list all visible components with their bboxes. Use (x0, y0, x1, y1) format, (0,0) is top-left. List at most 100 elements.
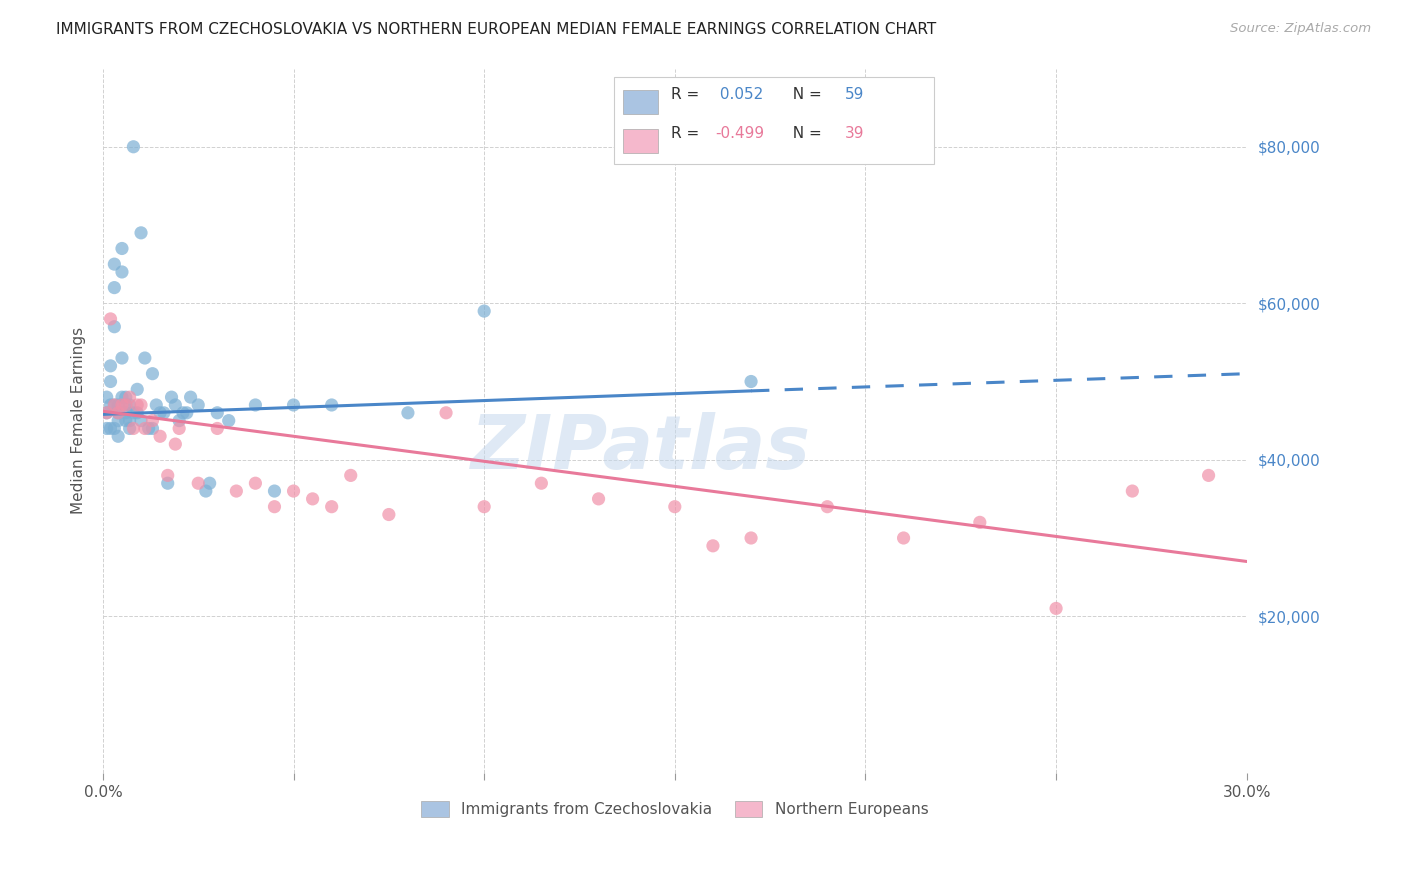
Point (1121, 484, 1143, 499)
Point (321, 500, 343, 514)
Point (156, 468, 179, 483)
Point (165, 437, 187, 451)
Point (107, 414, 129, 428)
Point (122, 421, 145, 435)
Point (283, 484, 305, 499)
Text: N =: N = (783, 126, 827, 141)
Point (103, 398, 125, 412)
Point (114, 390, 136, 404)
Point (141, 414, 163, 428)
Text: ZIPatlas: ZIPatlas (471, 412, 810, 485)
Point (129, 398, 152, 412)
Point (815, 500, 838, 514)
Point (198, 476, 221, 491)
Text: -0.499: -0.499 (714, 126, 763, 141)
Point (149, 406, 172, 420)
Point (396, 406, 419, 420)
Point (530, 476, 553, 491)
Point (180, 390, 202, 404)
Point (118, 390, 141, 404)
Point (111, 398, 134, 412)
Point (96, 406, 118, 420)
Point (156, 476, 179, 491)
Point (194, 484, 217, 499)
Point (122, 406, 145, 420)
Point (111, 265, 134, 279)
Text: 0.052: 0.052 (714, 87, 763, 103)
Point (263, 484, 285, 499)
Point (434, 406, 457, 420)
Point (127, 406, 149, 420)
Point (225, 484, 247, 499)
Point (118, 398, 141, 412)
Point (740, 375, 762, 389)
Point (165, 398, 187, 412)
Point (1198, 468, 1220, 483)
Point (160, 390, 183, 404)
Point (138, 421, 160, 435)
Point (129, 414, 152, 428)
Point (141, 421, 163, 435)
Point (301, 491, 323, 506)
Point (187, 476, 209, 491)
Point (103, 398, 125, 412)
Point (134, 421, 156, 435)
Bar (623, 129, 658, 153)
Point (100, 312, 122, 326)
Point (664, 500, 686, 514)
Point (107, 398, 129, 412)
Point (100, 375, 122, 389)
Point (172, 406, 194, 420)
Point (153, 406, 176, 420)
Point (969, 516, 991, 530)
Point (472, 500, 495, 514)
Point (100, 359, 122, 373)
Point (167, 421, 190, 435)
Point (187, 398, 209, 412)
Point (103, 421, 125, 435)
Point (111, 242, 134, 256)
Point (100, 421, 122, 435)
Point (107, 406, 129, 420)
Point (245, 398, 267, 412)
Point (114, 398, 136, 412)
FancyBboxPatch shape (614, 77, 935, 163)
Point (107, 406, 129, 420)
Bar (623, 90, 658, 114)
Point (114, 414, 136, 428)
Point (207, 406, 229, 420)
Point (141, 367, 163, 381)
Point (111, 351, 134, 365)
Point (122, 140, 145, 154)
Point (96, 390, 118, 404)
Point (283, 398, 305, 412)
Text: N =: N = (783, 87, 827, 103)
Point (588, 491, 610, 506)
Point (127, 398, 149, 412)
Point (111, 390, 134, 404)
Text: IMMIGRANTS FROM CZECHOSLOVAKIA VS NORTHERN EUROPEAN MEDIAN FEMALE EARNINGS CORRE: IMMIGRANTS FROM CZECHOSLOVAKIA VS NORTHE… (56, 22, 936, 37)
Point (134, 351, 156, 365)
Text: R =: R = (672, 87, 704, 103)
Point (107, 429, 129, 443)
Text: Source: ZipAtlas.com: Source: ZipAtlas.com (1230, 22, 1371, 36)
Point (321, 398, 343, 412)
Point (167, 414, 190, 428)
Point (118, 421, 141, 435)
Point (114, 406, 136, 420)
Point (207, 421, 229, 435)
Text: 59: 59 (845, 87, 865, 103)
Legend: Immigrants from Czechoslovakia, Northern Europeans: Immigrants from Czechoslovakia, Northern… (413, 794, 936, 825)
Point (176, 406, 198, 420)
Point (1045, 601, 1067, 615)
Point (740, 531, 762, 545)
Point (103, 319, 125, 334)
Text: 39: 39 (845, 126, 865, 141)
Point (114, 398, 136, 412)
Point (339, 468, 361, 483)
Point (893, 531, 915, 545)
Point (100, 398, 122, 412)
Point (378, 508, 401, 522)
Point (472, 304, 495, 318)
Point (149, 429, 172, 443)
